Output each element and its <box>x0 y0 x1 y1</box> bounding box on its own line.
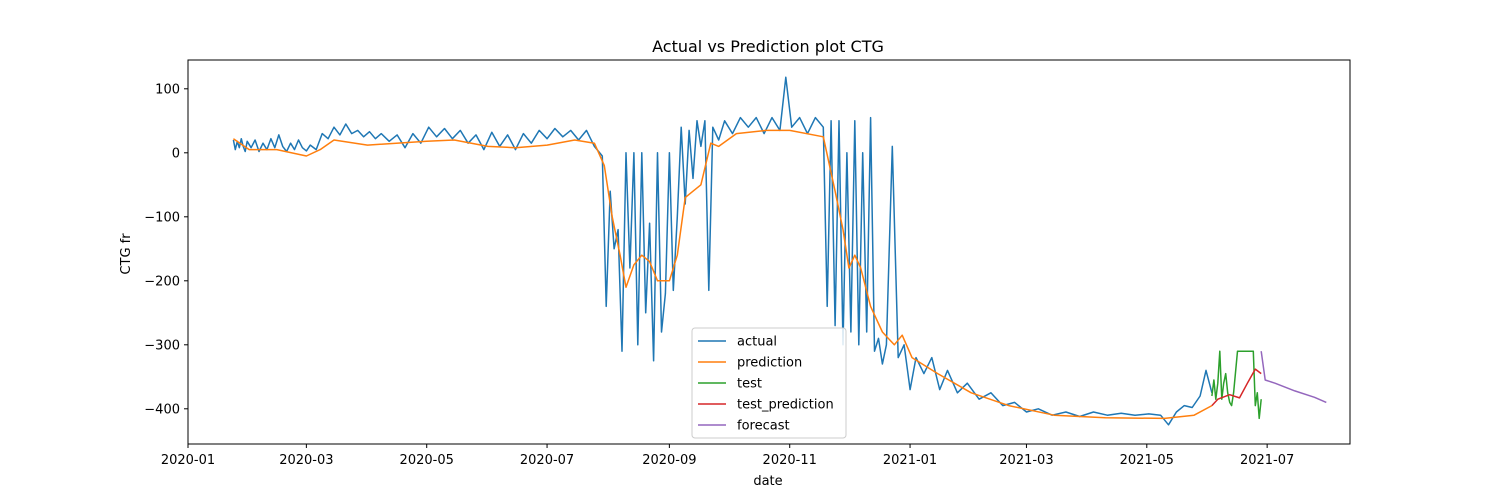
x-tick-label: 2020-03 <box>279 453 333 468</box>
x-axis: 2020-01 2020-03 2020-05 2020-07 2020-09 2020-… <box>161 444 1294 468</box>
legend-box <box>691 327 847 439</box>
y-tick-label: 0 <box>172 146 180 161</box>
series-layer <box>232 76 1327 426</box>
legend-label: prediction <box>737 356 802 371</box>
x-tick-label: 2021-03 <box>999 453 1053 468</box>
y-axis-label: CTG fr <box>119 233 134 275</box>
chart-title: Actual vs Prediction plot CTG <box>652 37 884 56</box>
series-line-test-prediction <box>1211 368 1262 407</box>
x-tick-label: 2021-07 <box>1240 453 1294 468</box>
series-line-test <box>1211 350 1262 420</box>
x-tick-label: 2021-01 <box>883 453 937 468</box>
x-axis-label: date <box>753 474 782 489</box>
y-tick-label: −400 <box>144 402 180 417</box>
series-line-prediction <box>232 129 1213 420</box>
legend-label: test <box>737 377 762 392</box>
x-tick-label: 2020-07 <box>520 453 574 468</box>
y-tick-label: −200 <box>144 274 180 289</box>
series-line-actual <box>232 76 1213 426</box>
y-axis: 100 0 −100 −200 −300 −400 <box>144 82 188 417</box>
y-tick-label: 100 <box>155 82 180 97</box>
plot-frame <box>187 59 1351 445</box>
y-tick-label: −100 <box>144 210 180 225</box>
x-tick-label: 2020-11 <box>763 453 817 468</box>
y-tick-label: −300 <box>144 338 180 353</box>
legend-label: forecast <box>737 419 790 434</box>
legend: actual prediction test test_predictionforec… <box>691 327 847 439</box>
x-tick-label: 2020-01 <box>161 453 215 468</box>
x-tick-label: 2020-05 <box>400 453 454 468</box>
series-line-forecast <box>1260 351 1327 404</box>
x-tick-label: 2020-09 <box>642 453 696 468</box>
legend-label: test_prediction <box>737 398 834 413</box>
legend-label: actual <box>737 335 777 350</box>
x-tick-label: 2021-05 <box>1120 453 1174 468</box>
